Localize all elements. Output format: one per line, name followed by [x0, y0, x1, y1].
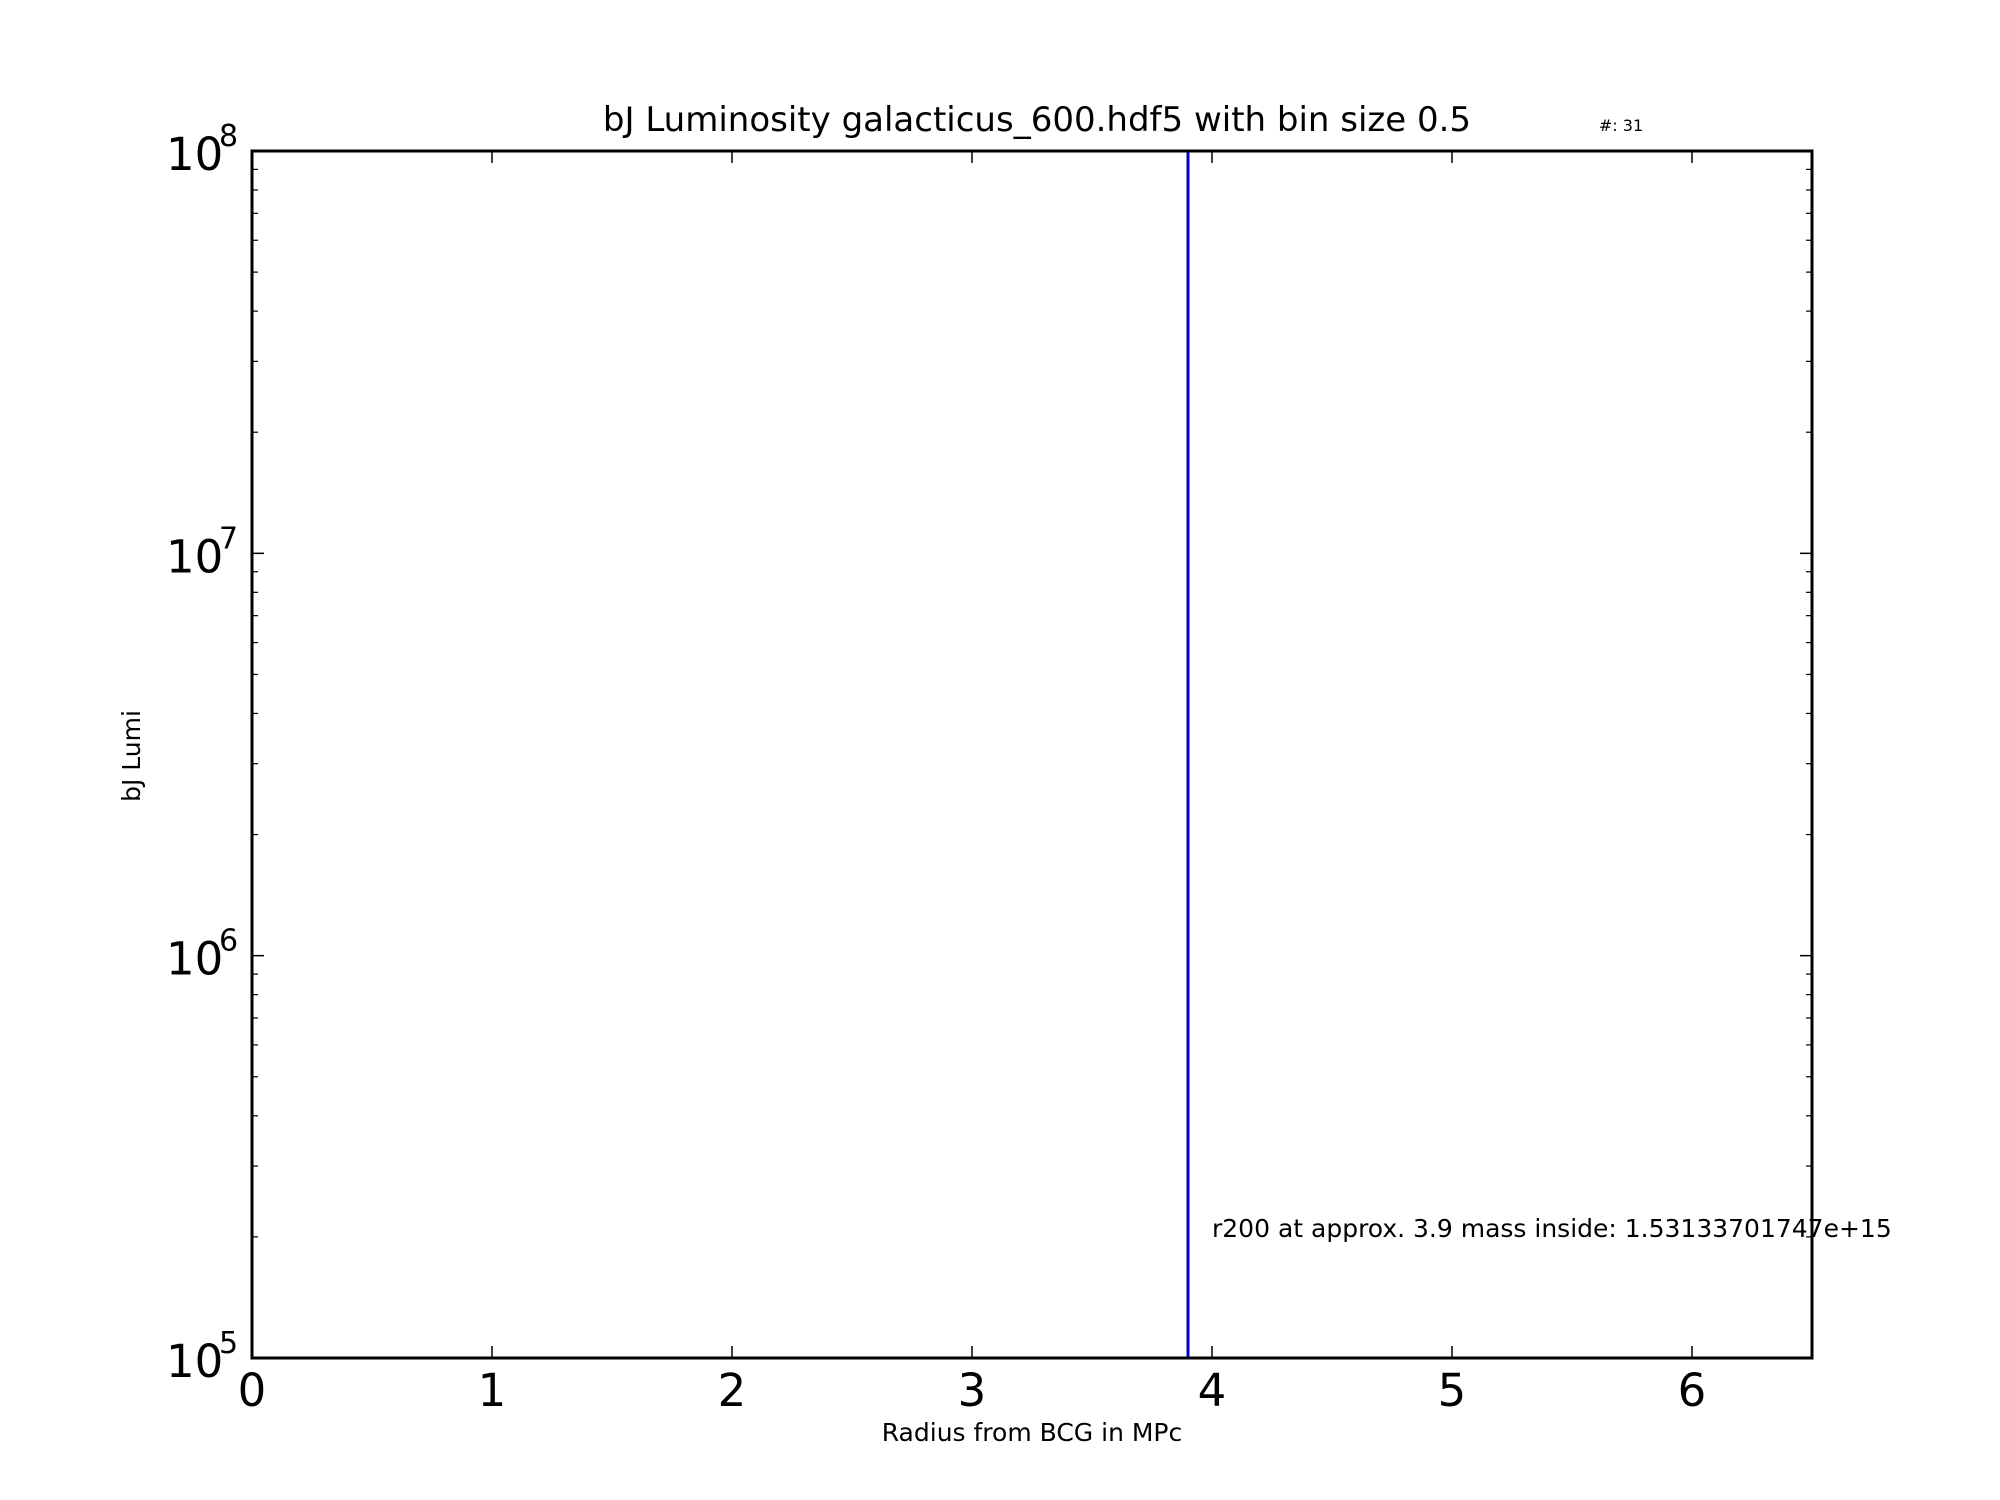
x-tick-label: 6 — [1678, 1364, 1707, 1417]
y-tick-exponent: 5 — [219, 1326, 238, 1361]
x-tick-label: 1 — [478, 1364, 507, 1417]
y-tick-exponent: 8 — [219, 119, 238, 154]
y-tick-exponent: 7 — [219, 521, 238, 556]
count-label: #: 31 — [1599, 116, 1643, 135]
r200-annotation: r200 at approx. 3.9 mass inside: 1.53133… — [1212, 1214, 1892, 1243]
plot-frame — [250, 149, 1814, 1360]
y-tick-label: 10 — [166, 128, 223, 181]
y-tick-label: 10 — [166, 933, 223, 986]
x-tick-label: 3 — [958, 1364, 987, 1417]
y-tick-label: 10 — [166, 1335, 223, 1388]
chart-title: bJ Luminosity galacticus_600.hdf5 with b… — [603, 100, 1471, 140]
x-tick-label: 4 — [1198, 1364, 1227, 1417]
x-tick-label: 5 — [1438, 1364, 1467, 1417]
x-tick-label: 2 — [718, 1364, 747, 1417]
x-tick-label: 0 — [238, 1364, 267, 1417]
y-axis-label: bJ Lumi — [117, 710, 146, 802]
y-tick-exponent: 6 — [219, 924, 238, 959]
y-tick-label: 10 — [166, 530, 223, 583]
x-axis-label: Radius from BCG in MPc — [882, 1418, 1183, 1447]
